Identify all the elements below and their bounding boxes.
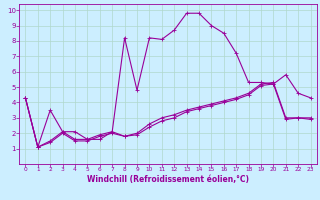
X-axis label: Windchill (Refroidissement éolien,°C): Windchill (Refroidissement éolien,°C) — [87, 175, 249, 184]
